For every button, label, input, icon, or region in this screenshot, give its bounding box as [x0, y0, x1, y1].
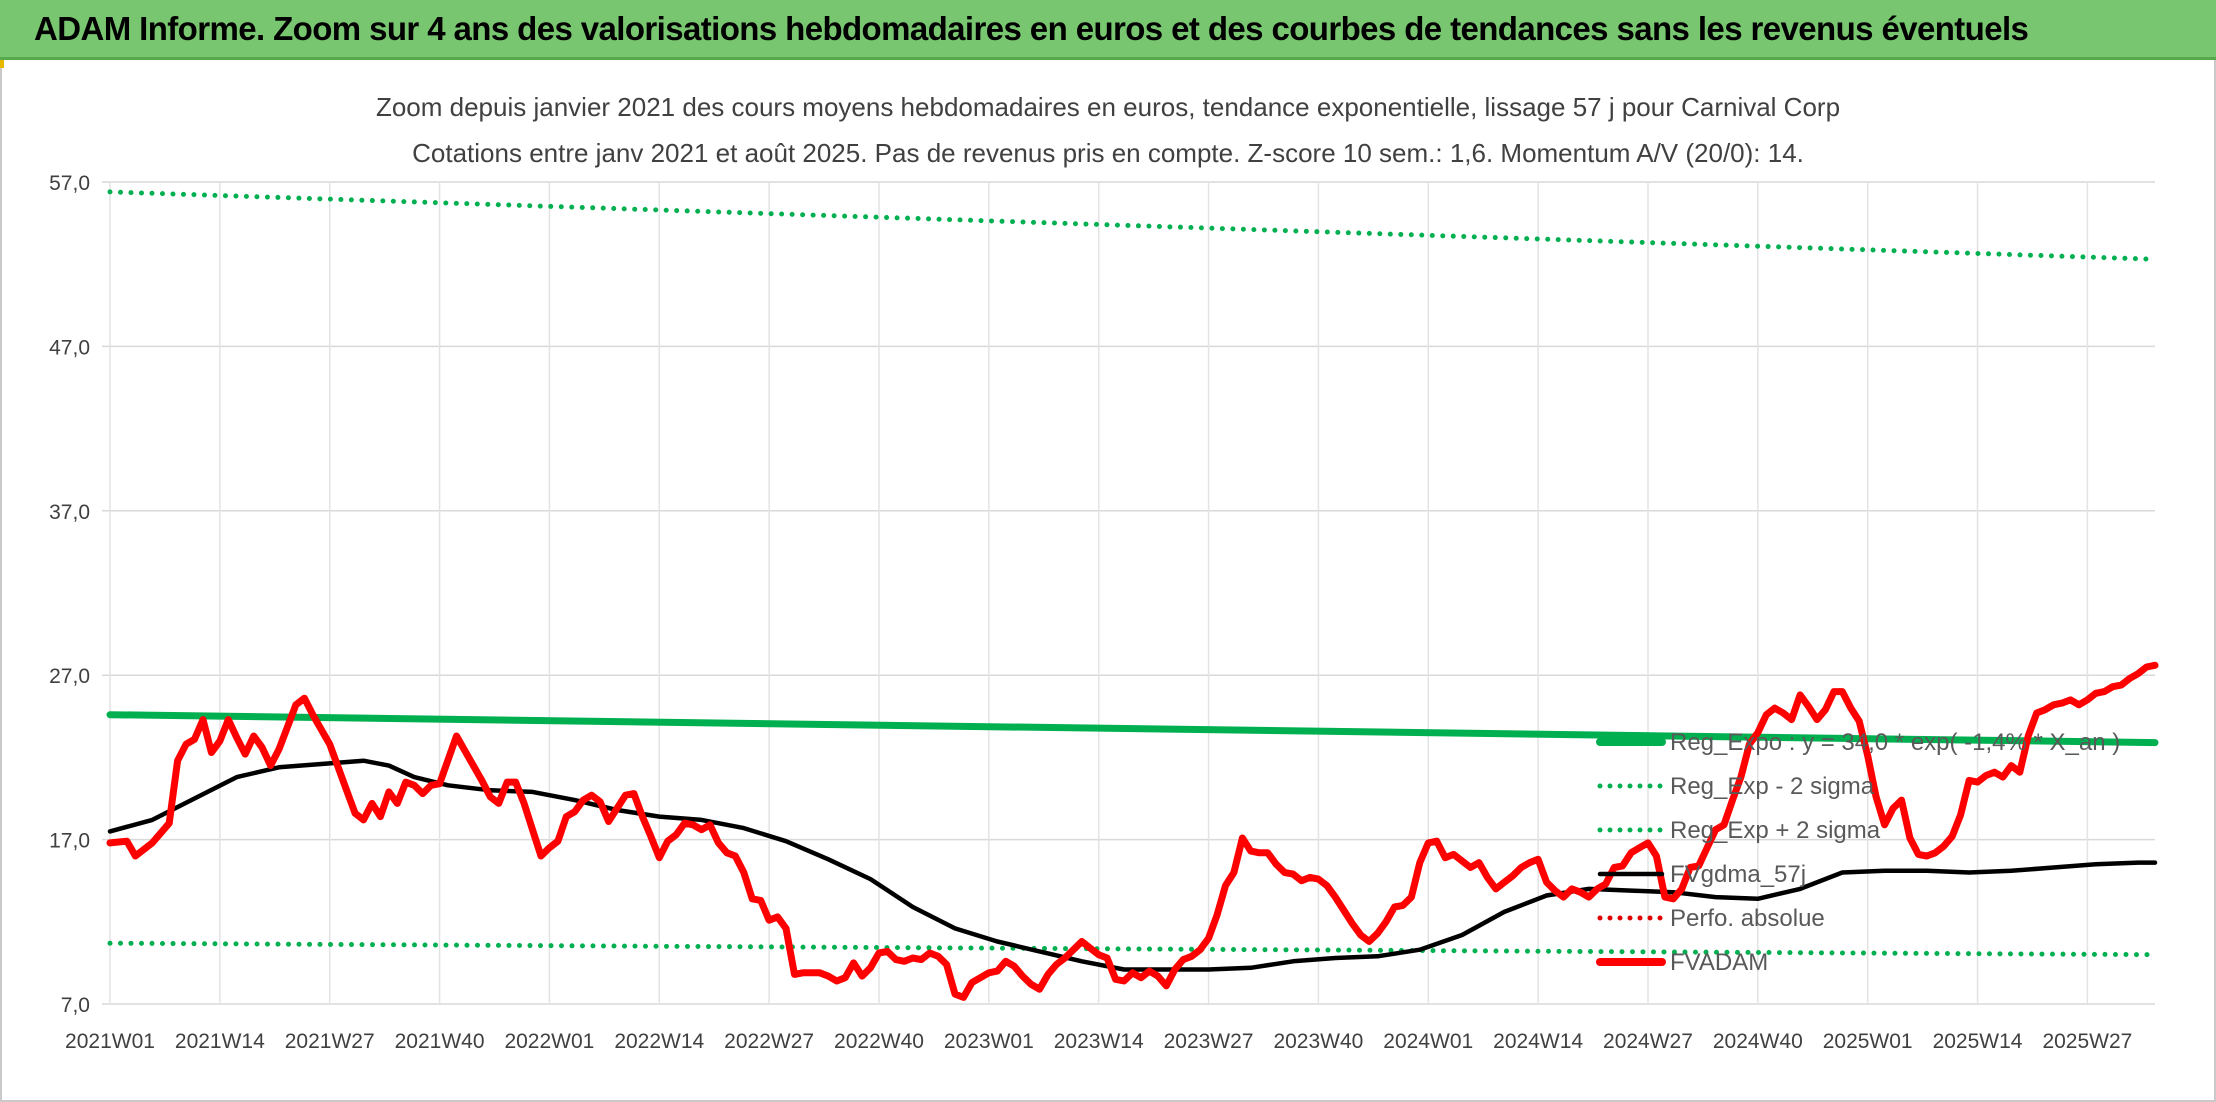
- series-line-3: [107, 758, 2158, 972]
- y-tick-label: 17,0: [49, 830, 90, 853]
- legend-label: Reg_Exp - 2 sigma: [1670, 773, 1875, 800]
- x-tick-label: 2025W14: [1933, 1030, 2023, 1053]
- x-tick-label: 2021W14: [175, 1030, 265, 1053]
- x-tick-label: 2025W01: [1823, 1030, 1913, 1053]
- y-tick-label: 37,0: [49, 501, 90, 524]
- corner-marker: [0, 60, 4, 68]
- series-line-5: [106, 661, 2159, 1001]
- x-tick-label: 2024W27: [1603, 1030, 1693, 1053]
- x-tick-label: 2023W27: [1164, 1030, 1254, 1053]
- grid-lines: [102, 181, 2155, 1005]
- legend: Reg_Expo : y = 34,0 * exp( -1,4% * X_an …: [1596, 729, 2120, 976]
- series-line-2: [107, 189, 2158, 262]
- legend-label: FVADAM: [1670, 949, 1768, 976]
- x-tick-label: 2024W01: [1383, 1030, 1473, 1053]
- x-tick-label: 2022W27: [724, 1030, 814, 1053]
- series-layer: [106, 189, 2159, 1001]
- x-tick-label: 2023W14: [1054, 1030, 1144, 1053]
- series-line-1: [107, 940, 2158, 958]
- series-line-0: [106, 711, 2159, 747]
- chart-subtitle: Cotations entre janv 2021 et août 2025. …: [412, 138, 1804, 168]
- y-axis-ticks: 7,0 17,0 27,0 37,0 47,0 57,0: [49, 172, 90, 1017]
- x-axis-ticks: 2021W01 2021W14 2021W27 2021W40 2022W01 2022W…: [65, 1030, 2132, 1053]
- legend-label: Reg_Exp + 2 sigma: [1670, 817, 1881, 844]
- legend-label: FVgdma_57j: [1670, 861, 1806, 888]
- x-tick-label: 2024W40: [1713, 1030, 1803, 1053]
- x-tick-label: 2022W14: [614, 1030, 704, 1053]
- y-tick-label: 7,0: [61, 994, 90, 1017]
- legend-label: Reg_Expo : y = 34,0 * exp( -1,4% * X_an …: [1670, 729, 2120, 756]
- y-tick-label: 57,0: [49, 172, 90, 195]
- chart-title: Zoom depuis janvier 2021 des cours moyen…: [376, 92, 1840, 122]
- banner-title: ADAM Informe. Zoom sur 4 ans des valoris…: [34, 10, 2029, 47]
- x-tick-label: 2022W01: [504, 1030, 594, 1053]
- y-tick-label: 47,0: [49, 336, 90, 359]
- report-banner: ADAM Informe. Zoom sur 4 ans des valoris…: [0, 0, 2216, 60]
- x-tick-label: 2023W40: [1273, 1030, 1363, 1053]
- legend-label: Perfo. absolue: [1670, 905, 1825, 932]
- x-tick-label: 2021W27: [285, 1030, 375, 1053]
- x-tick-label: 2023W01: [944, 1030, 1034, 1053]
- x-tick-label: 2022W40: [834, 1030, 924, 1053]
- x-tick-label: 2025W27: [2042, 1030, 2132, 1053]
- x-tick-label: 2021W40: [395, 1030, 485, 1053]
- x-tick-label: 2024W14: [1493, 1030, 1583, 1053]
- y-tick-label: 27,0: [49, 665, 90, 688]
- x-tick-label: 2021W01: [65, 1030, 155, 1053]
